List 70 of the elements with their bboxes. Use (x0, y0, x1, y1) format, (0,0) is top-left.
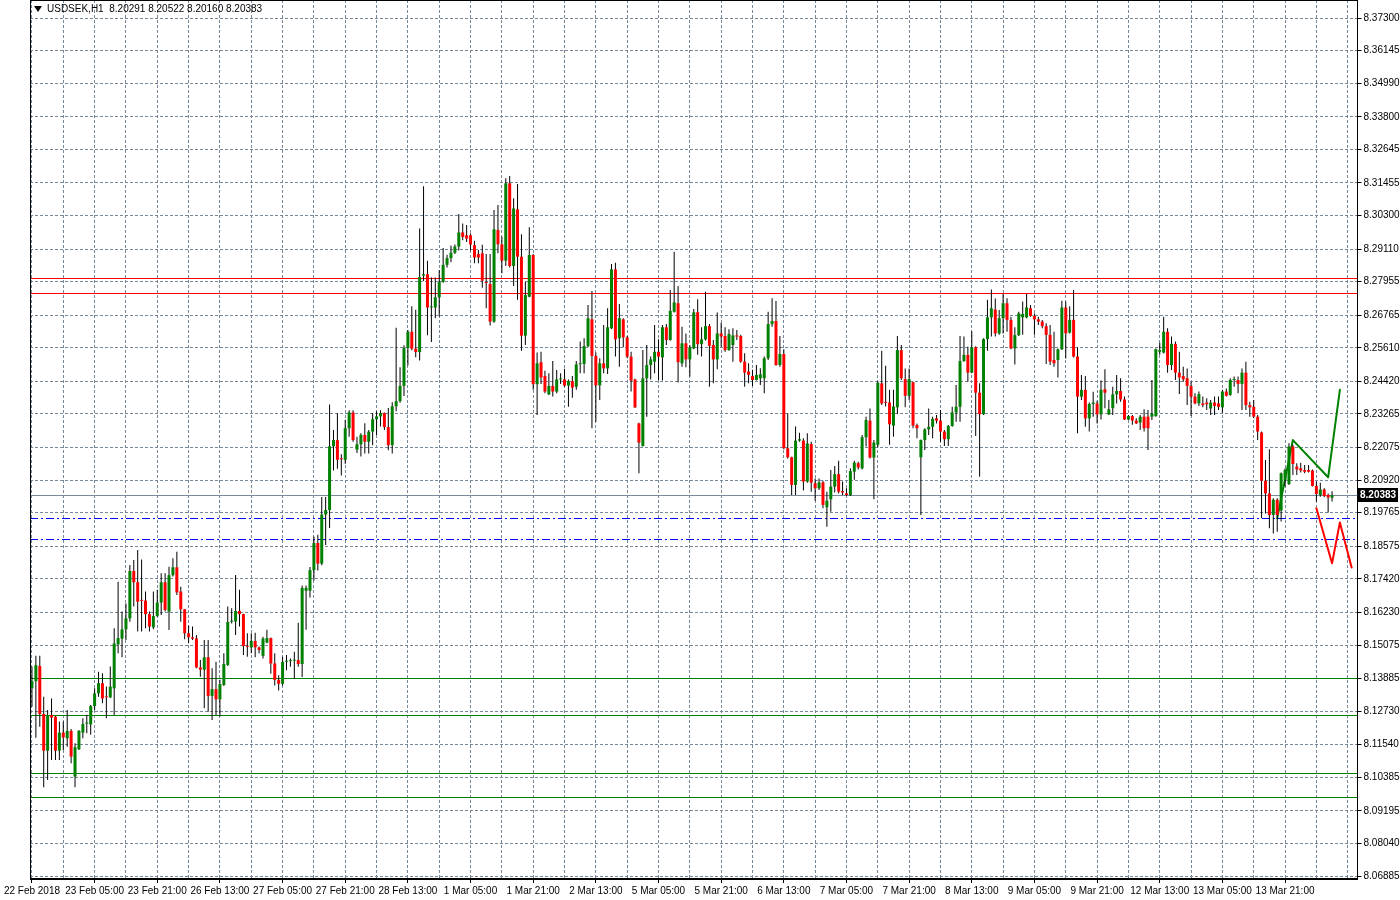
x-tick-label: 1 Mar 21:00 (506, 884, 561, 896)
x-tick-label: 27 Feb 05:00 (253, 884, 313, 896)
x-tick-label: 28 Feb 13:00 (378, 884, 438, 896)
y-tick-label: 8.12730 (1363, 704, 1400, 716)
candlestick (284, 655, 288, 671)
candlestick (324, 497, 328, 545)
ref-line-label: 8.20383 (1360, 489, 1397, 501)
y-tick-label: 8.32645 (1363, 143, 1400, 155)
y-tick-label: 8.15075 (1363, 638, 1400, 650)
candlestick (230, 608, 234, 624)
y-tick-label: 8.36145 (1363, 44, 1400, 56)
y-tick-label: 8.27955 (1363, 275, 1400, 287)
candlestick (422, 186, 426, 281)
y-tick-label: 8.24420 (1363, 375, 1400, 387)
x-tick-label: 7 Mar 21:00 (882, 884, 937, 896)
x-tick-label: 26 Feb 13:00 (190, 884, 250, 896)
chart-title: USDSEK,H1 8.20291 8.20522 8.20160 8.20383 (47, 3, 263, 14)
y-tick-label: 8.17420 (1363, 572, 1400, 584)
x-tick-label: 6 Mar 13:00 (757, 884, 811, 896)
x-tick-label: 5 Mar 21:00 (694, 884, 749, 896)
x-tick-label: 9 Mar 21:00 (1070, 884, 1125, 896)
y-tick-label: 8.30300 (1363, 209, 1400, 221)
x-tick-label: 8 Mar 13:00 (945, 884, 999, 896)
x-tick-label: 13 Mar 21:00 (1255, 884, 1315, 896)
candlestick (394, 327, 398, 412)
x-tick-label: 23 Feb 21:00 (127, 884, 188, 896)
y-tick-label: 8.31455 (1363, 176, 1400, 188)
y-tick-label: 8.20920 (1363, 473, 1400, 485)
y-tick-label: 8.06885 (1363, 869, 1400, 881)
y-tick-label: 8.09195 (1363, 804, 1400, 816)
y-tick-label: 8.25610 (1363, 341, 1400, 353)
x-tick-label: 1 Mar 05:00 (443, 884, 498, 896)
candlestick (238, 589, 241, 627)
y-tick-label: 8.33800 (1363, 110, 1400, 122)
x-tick-label: 2 Mar 13:00 (569, 884, 623, 896)
x-tick-label: 27 Feb 21:00 (315, 884, 376, 896)
x-tick-label: 12 Mar 13:00 (1130, 884, 1190, 896)
x-tick-label: 22 Feb 2018 (3, 884, 61, 896)
y-tick-label: 8.19765 (1363, 506, 1400, 518)
y-tick-label: 8.22075 (1363, 441, 1400, 453)
candlestick (288, 658, 292, 667)
x-tick-label: 23 Feb 05:00 (65, 884, 125, 896)
candlestick (1032, 313, 1036, 335)
candlestick (1021, 301, 1025, 335)
candlestick (770, 298, 774, 327)
candlestick (1232, 376, 1236, 387)
y-tick-label: 8.29110 (1363, 242, 1400, 254)
candlestick (429, 277, 433, 342)
y-tick-label: 8.13885 (1363, 672, 1400, 684)
y-tick-label: 8.10385 (1363, 771, 1400, 783)
x-tick-label: 13 Mar 05:00 (1192, 884, 1253, 896)
candlestick (104, 686, 108, 719)
candlestick (296, 622, 300, 667)
y-tick-label: 8.37300 (1363, 11, 1400, 23)
candlestick (578, 341, 582, 374)
y-tick-label: 8.34990 (1363, 76, 1400, 88)
candlestick (884, 365, 888, 407)
y-tick-label: 8.18575 (1363, 540, 1400, 552)
y-tick-label: 8.26765 (1363, 308, 1400, 320)
x-tick-label: 9 Mar 05:00 (1007, 884, 1062, 896)
candlestick (602, 324, 606, 374)
y-tick-label: 8.16230 (1363, 606, 1400, 618)
y-tick-label: 8.23265 (1363, 407, 1400, 419)
candlestick (414, 309, 418, 358)
candlestick (559, 373, 563, 384)
y-tick-label: 8.11540 (1363, 738, 1400, 750)
x-tick-label: 5 Mar 05:00 (631, 884, 686, 896)
x-tick-label: 7 Mar 05:00 (819, 884, 874, 896)
y-tick-label: 8.08040 (1363, 837, 1400, 849)
candlestick (245, 633, 249, 657)
